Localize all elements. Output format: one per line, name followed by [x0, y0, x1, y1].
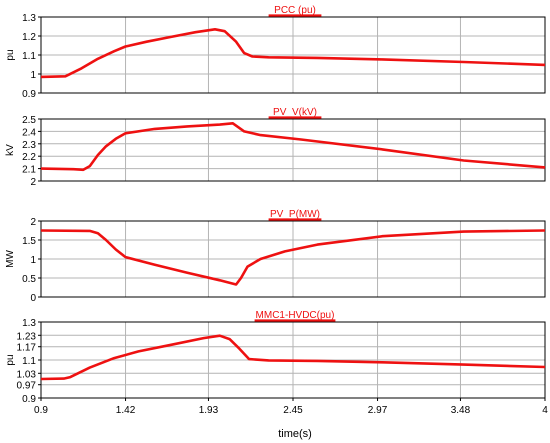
y-tick-label: 1.1	[22, 51, 36, 62]
plot-frame	[40, 16, 546, 94]
y-axis-label: pu	[5, 354, 16, 365]
y-tick-label: 0.5	[22, 274, 36, 285]
y-tick-label: 1.3	[22, 13, 36, 24]
y-tick-label: 2.1	[22, 165, 36, 176]
y-tick-label: 0.97	[17, 381, 37, 392]
y-tick-label: 1.2	[22, 32, 36, 43]
y-tick-label: 1.3	[22, 318, 36, 329]
series-line	[40, 27, 546, 79]
chart-panel-1: 0.9 1 1.1 1.2 1.3 pu PCC (pu)	[5, 5, 546, 100]
series-line	[40, 229, 546, 286]
y-tick-label: 0.9	[22, 89, 36, 100]
x-tick-label: 2.45	[283, 405, 303, 416]
chart-panel-3: 0 0.5 1 1.5 2 MW PV_P(MW)	[5, 209, 546, 304]
series-line	[40, 334, 546, 381]
panel-title: PV_V(kV)	[273, 107, 317, 118]
y-tick-label: 1.17	[17, 343, 37, 354]
plot-frame	[40, 118, 546, 182]
y-axis-label: kV	[5, 144, 16, 156]
y-tick-label: 0.9	[22, 394, 36, 405]
y-tick-label: 0	[30, 293, 36, 304]
y-tick-label: 1.03	[17, 369, 37, 380]
x-axis-label: time(s)	[278, 428, 312, 440]
y-tick-label: 1.5	[22, 236, 36, 247]
chart-panel-4: 0.9 0.971.03 1.1 1.171.23 1.3 pu MMC1-HVDC(pu)	[5, 310, 546, 405]
panel-title: PCC (pu)	[274, 5, 316, 16]
x-tick-label: 3.48	[451, 405, 471, 416]
y-tick-label: 2.2	[22, 152, 36, 163]
x-tick-label: 2.97	[368, 405, 388, 416]
y-tick-label: 2	[30, 217, 36, 228]
panel-title: MMC1-HVDC(pu)	[256, 310, 335, 321]
y-tick-label: 2	[30, 177, 36, 188]
x-tick-label: 1.93	[199, 405, 219, 416]
panel-title: PV_P(MW)	[270, 209, 320, 220]
y-tick-label: 2.4	[22, 127, 36, 138]
chart-panel-2: 22.1 2.22.3 2.42.5 kV PV_V(kV)	[5, 107, 546, 188]
shared-x-axis: 0.9 1.42 1.93 2.45 2.97 3.48 4	[34, 398, 548, 416]
plot-frame	[40, 220, 546, 298]
y-tick-label: 1	[30, 255, 36, 266]
x-tick-label: 1.42	[116, 405, 136, 416]
x-tick-label: 0.9	[34, 405, 48, 416]
y-tick-label: 1	[30, 70, 36, 81]
y-tick-label: 1.1	[22, 356, 36, 367]
x-tick-label: 4	[542, 405, 548, 416]
series-line	[40, 122, 546, 172]
y-axis-label: pu	[5, 49, 16, 60]
y-tick-label: 2.5	[22, 115, 36, 126]
y-tick-label: 1.23	[17, 331, 37, 342]
y-axis-label: MW	[5, 250, 16, 268]
y-tick-label: 2.3	[22, 140, 36, 151]
